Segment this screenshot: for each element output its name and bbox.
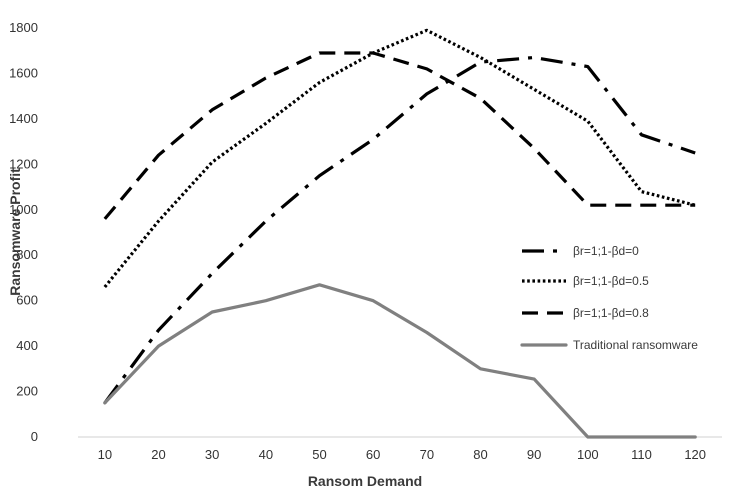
legend-label-2: βr=1;1-βd=0.5	[573, 274, 649, 288]
x-tick-label: 90	[527, 447, 541, 462]
legend-label-4: Traditional ransomware	[573, 338, 698, 352]
series-line-4	[103, 283, 697, 439]
x-tick-label: 40	[259, 447, 273, 462]
y-axis-ticks: 0 200 400 600 800 1000 1200 1400 1600 1800	[9, 20, 38, 444]
y-tick-label: 1600	[9, 65, 38, 80]
y-tick-label: 1400	[9, 111, 38, 126]
legend: βr=1;1-βd=0 βr=1;1-βd=0.5 βr=1;1-βd=0.8 Tra…	[520, 244, 698, 352]
y-tick-label: 0	[31, 429, 38, 444]
series-layer	[103, 28, 697, 439]
x-tick-label: 80	[473, 447, 487, 462]
x-axis-ticks: 10 20 30 40 50 60 70 80 90 100 110 120	[98, 447, 706, 462]
series-line-2	[103, 28, 696, 289]
y-axis-title: Ransomware Profit	[7, 168, 23, 296]
y-tick-label: 1800	[9, 20, 38, 35]
x-tick-label: 10	[98, 447, 112, 462]
legend-label-1: βr=1;1-βd=0	[573, 244, 639, 258]
x-tick-label: 50	[312, 447, 326, 462]
series-line-3	[103, 51, 696, 220]
x-tick-label: 60	[366, 447, 380, 462]
y-tick-label: 800	[16, 247, 38, 262]
x-tick-label: 30	[205, 447, 219, 462]
x-tick-label: 100	[577, 447, 599, 462]
x-tick-label: 110	[631, 447, 652, 462]
legend-label-3: βr=1;1-βd=0.8	[573, 306, 649, 320]
x-tick-label: 120	[684, 447, 706, 462]
x-axis-title: Ransom Demand	[308, 473, 422, 489]
x-tick-label: 20	[151, 447, 165, 462]
y-tick-label: 400	[16, 338, 38, 353]
x-tick-label: 70	[420, 447, 434, 462]
y-tick-label: 600	[16, 293, 38, 308]
series-line-1	[103, 55, 696, 404]
y-tick-label: 1000	[9, 202, 38, 217]
y-tick-label: 200	[16, 384, 38, 399]
y-tick-label: 1200	[9, 156, 38, 171]
